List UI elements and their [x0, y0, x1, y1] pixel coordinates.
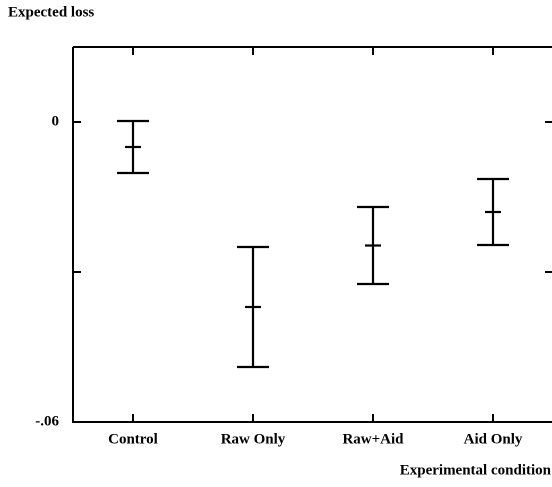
- plot-frame: [72, 46, 552, 423]
- x-axis-label: Experimental condition: [400, 462, 552, 478]
- x-tick-label: Aid Only: [464, 431, 523, 447]
- y-axis-label: Expected loss: [8, 4, 94, 20]
- x-tick-label: Control: [108, 431, 158, 447]
- y-tick-label: -.06: [35, 413, 59, 429]
- x-tick-label: Raw+Aid: [342, 431, 404, 447]
- x-tick-label: Raw Only: [221, 431, 286, 447]
- y-tick-label: 0: [52, 113, 60, 129]
